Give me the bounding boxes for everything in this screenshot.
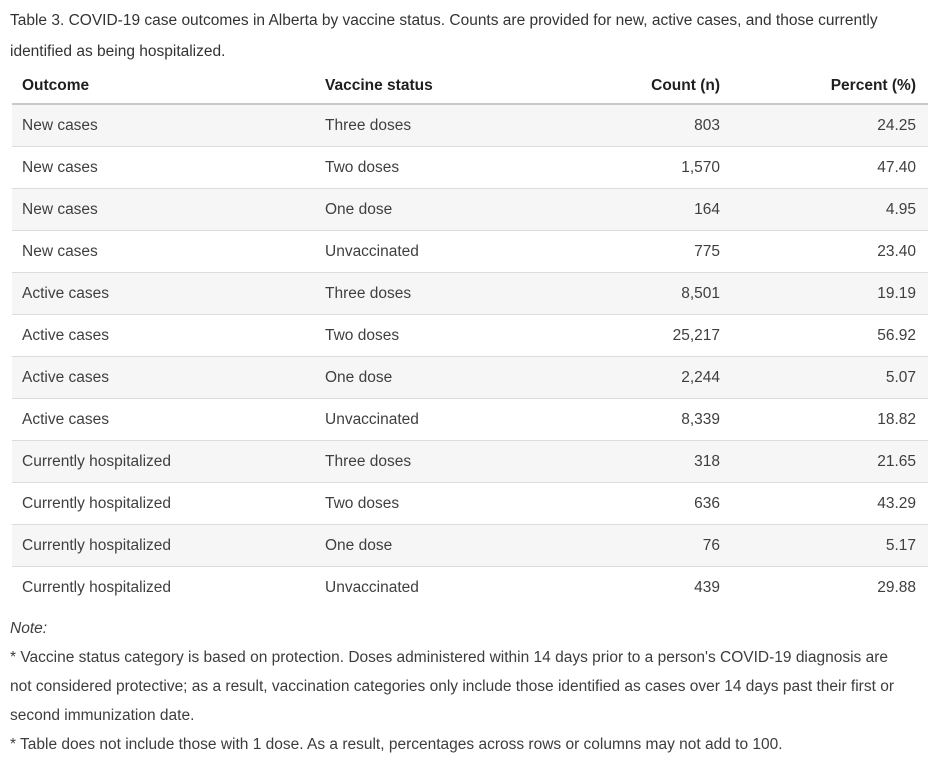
outcome-cell: Currently hospitalized: [12, 524, 315, 567]
vaccine-status-cell: Two doses: [315, 314, 530, 357]
table-row: New cases One dose 164 4.95: [12, 188, 928, 231]
table-row: Active cases Two doses 25,217 56.92: [12, 314, 928, 357]
table-row: Currently hospitalized Unvaccinated 439 29.…: [12, 567, 928, 609]
count-cell: 1,570: [530, 146, 730, 189]
vaccine-status-cell: Unvaccinated: [325, 578, 419, 596]
vaccine-status-cell: One dose: [315, 356, 530, 399]
percent-cell: 56.92: [730, 314, 928, 357]
outcome-cell: Currently hospitalized: [22, 578, 172, 596]
percent-cell: 47.40: [730, 146, 928, 189]
count-cell: 76: [530, 524, 730, 567]
table-row: Currently hospitalized One dose 76 5.17: [12, 524, 928, 567]
percent-cell: 23.40: [730, 230, 928, 273]
document-page: Table 3. COVID-19 case outcomes in Alber…: [0, 5, 940, 759]
notes-section: Note: * Vaccine status category is based…: [10, 614, 900, 759]
count-cell: 164: [530, 188, 730, 231]
note-vaccine-status: * Vaccine status category is based on pr…: [10, 649, 894, 724]
table-row: New cases Three doses 803 24.25: [12, 104, 928, 147]
percent-cell: 24.25: [730, 104, 928, 147]
percent-cell: 29.88: [877, 578, 916, 596]
vaccine-status-cell: One dose: [315, 188, 530, 231]
column-header-count: Count (n): [530, 69, 730, 105]
percent-cell: 43.29: [730, 482, 928, 525]
table-caption: Table 3. COVID-19 case outcomes in Alber…: [10, 12, 878, 60]
covid-outcomes-table: Outcome Vaccine status Count (n) Percent…: [12, 69, 928, 608]
table-row: Active cases Unvaccinated 8,339 18.82: [12, 398, 928, 441]
count-cell: 636: [530, 482, 730, 525]
outcome-cell: New cases: [12, 104, 315, 147]
outcome-cell: Active cases: [12, 314, 315, 357]
vaccine-status-cell: Two doses: [315, 482, 530, 525]
vaccine-status-cell: Three doses: [315, 104, 530, 147]
column-header-percent: Percent (%): [730, 69, 928, 105]
vaccine-status-cell: Three doses: [315, 440, 530, 483]
outcome-cell: Currently hospitalized: [12, 482, 315, 525]
percent-cell: 5.17: [730, 524, 928, 567]
outcome-cell: Active cases: [12, 272, 315, 315]
table-row: Currently hospitalized Two doses 636 43.29: [12, 482, 928, 525]
table-row: Active cases One dose 2,244 5.07: [12, 356, 928, 399]
table-row: New cases Two doses 1,570 47.40: [12, 146, 928, 189]
percent-cell: 5.07: [730, 356, 928, 399]
table-row: Active cases Three doses 8,501 19.19: [12, 272, 928, 315]
vaccine-status-cell: Unvaccinated: [315, 230, 530, 273]
note-label: Note:: [10, 620, 48, 637]
percent-cell: 18.82: [730, 398, 928, 441]
outcome-cell: New cases: [12, 188, 315, 231]
vaccine-status-cell: One dose: [315, 524, 530, 567]
column-header-vaccine-status: Vaccine status: [315, 69, 530, 105]
outcome-cell: Active cases: [12, 356, 315, 399]
column-header-outcome: Outcome: [12, 69, 315, 105]
vaccine-status-cell: Three doses: [315, 272, 530, 315]
outcome-cell: New cases: [12, 146, 315, 189]
count-cell: 25,217: [530, 314, 730, 357]
count-cell: 8,501: [530, 272, 730, 315]
table-header-row: Outcome Vaccine status Count (n) Percent…: [12, 69, 928, 105]
count-cell: 775: [530, 230, 730, 273]
count-cell: 439: [694, 578, 720, 596]
percent-cell: 21.65: [730, 440, 928, 483]
outcome-cell: Active cases: [12, 398, 315, 441]
table-body: New cases Three doses 803 24.25 New cases Two…: [12, 104, 928, 608]
table-row: New cases Unvaccinated 775 23.40: [12, 230, 928, 273]
outcome-cell: New cases: [12, 230, 315, 273]
count-cell: 803: [530, 104, 730, 147]
count-cell: 2,244: [530, 356, 730, 399]
note-one-dose: * Table does not include those with 1 do…: [10, 736, 783, 753]
outcome-cell: Currently hospitalized: [12, 440, 315, 483]
vaccine-status-cell: Unvaccinated: [315, 398, 530, 441]
percent-cell: 19.19: [730, 272, 928, 315]
percent-cell: 4.95: [730, 188, 928, 231]
count-cell: 8,339: [530, 398, 730, 441]
table-row: Currently hospitalized Three doses 318 21.6…: [12, 440, 928, 483]
count-cell: 318: [530, 440, 730, 483]
vaccine-status-cell: Two doses: [315, 146, 530, 189]
